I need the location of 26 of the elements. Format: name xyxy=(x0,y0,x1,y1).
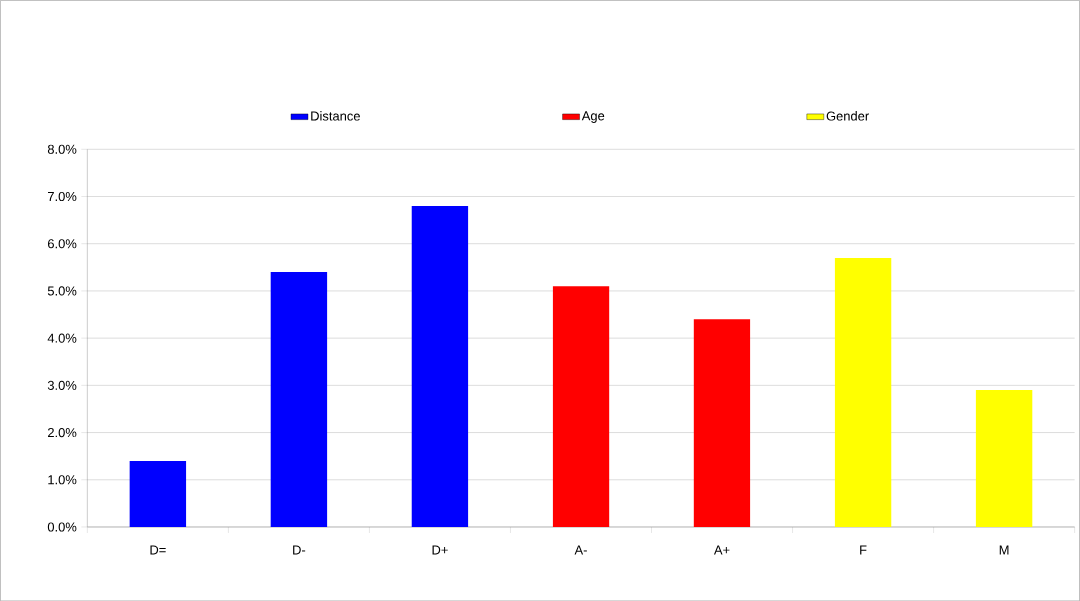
bar xyxy=(411,205,469,527)
x-tick-label: D+ xyxy=(432,545,448,555)
bar xyxy=(129,460,187,527)
x-tick-label: F xyxy=(860,545,867,555)
legend-label: Age xyxy=(581,111,605,123)
y-tick-label: 5.0% xyxy=(47,286,77,296)
y-tick-label: 1.0% xyxy=(48,475,77,485)
legend-label: Gender xyxy=(826,110,869,121)
y-tick-label: 2.0% xyxy=(47,427,77,437)
x-tick-label: D= xyxy=(150,545,166,555)
bar xyxy=(270,271,328,527)
y-tick-label: 0.0% xyxy=(47,522,77,532)
bar xyxy=(693,319,751,527)
y-tick-label: 7.0% xyxy=(48,191,77,201)
x-tick-label: A- xyxy=(574,545,587,555)
bar xyxy=(552,286,610,527)
bar xyxy=(834,257,892,527)
bar xyxy=(975,389,1033,527)
y-tick-label: 6.0% xyxy=(47,238,77,249)
y-tick-label: 4.0% xyxy=(47,333,77,343)
y-tick-label: 8.0% xyxy=(47,144,77,154)
x-tick-label: A+ xyxy=(713,545,730,555)
y-tick-label: 3.0% xyxy=(47,380,77,390)
x-tick-label: M xyxy=(999,545,1009,555)
legend-label: Distance xyxy=(311,110,360,121)
x-tick-label: D- xyxy=(293,545,306,555)
